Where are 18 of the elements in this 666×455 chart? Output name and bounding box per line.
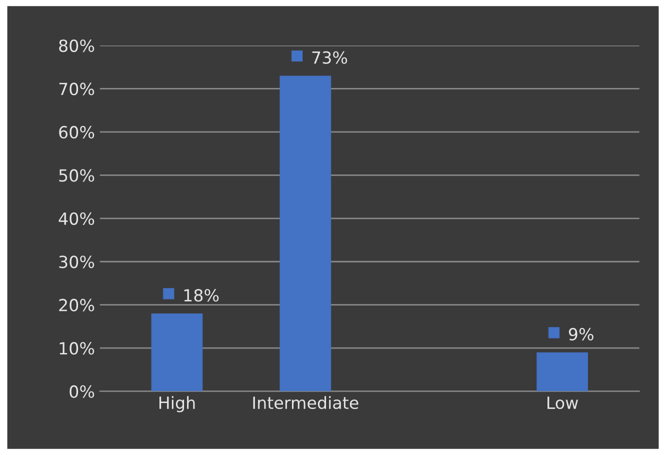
x-tick-label: High xyxy=(159,396,195,412)
y-tick-label: 10% xyxy=(60,342,94,355)
y-tick-label: 30% xyxy=(59,256,94,268)
bar xyxy=(151,313,203,392)
y-tick-label: 50% xyxy=(59,169,94,182)
y-tick-label: 70% xyxy=(59,82,94,96)
y-tick-label: 40% xyxy=(58,212,94,225)
y-tick-label: 0% xyxy=(70,385,94,398)
y-tick-label: 60% xyxy=(59,126,94,139)
data-label: 18% xyxy=(184,289,219,302)
data-label: 9% xyxy=(568,328,594,341)
x-tick-label: Intermediate xyxy=(253,396,358,410)
bar xyxy=(280,76,332,392)
x-tick-label: Low xyxy=(548,396,578,410)
y-tick-label: 80% xyxy=(59,39,94,52)
data-label: 73% xyxy=(312,51,348,64)
bar xyxy=(536,352,588,392)
y-tick-label: 20% xyxy=(59,298,94,312)
